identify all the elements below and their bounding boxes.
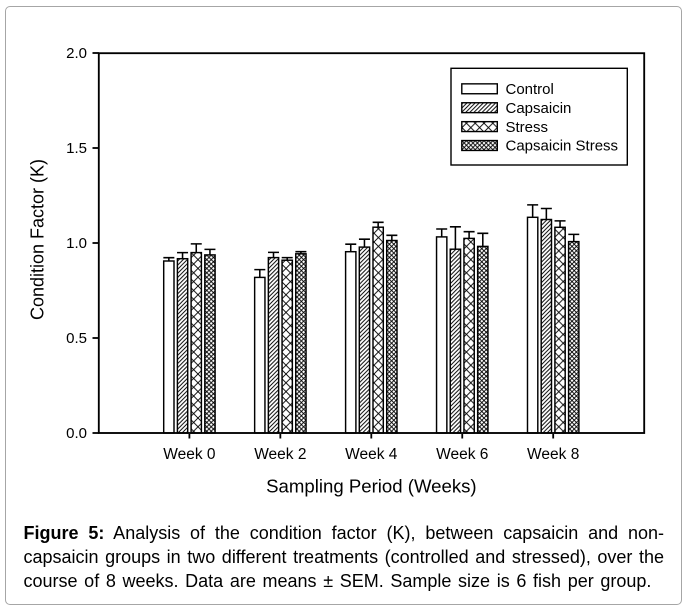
svg-text:1.0: 1.0 — [66, 235, 87, 252]
svg-text:Week 6: Week 6 — [436, 446, 488, 463]
svg-text:Condition Factor (K): Condition Factor (K) — [28, 159, 48, 320]
svg-text:Stress: Stress — [506, 119, 549, 136]
svg-text:Week 0: Week 0 — [163, 446, 216, 463]
svg-text:Sampling Period (Weeks): Sampling Period (Weeks) — [266, 475, 476, 496]
svg-text:0.0: 0.0 — [66, 425, 87, 442]
svg-text:2.0: 2.0 — [66, 45, 87, 62]
svg-text:Capsaicin Stress: Capsaicin Stress — [506, 138, 619, 155]
svg-text:1.5: 1.5 — [66, 140, 87, 157]
svg-text:Week 8: Week 8 — [527, 446, 579, 463]
svg-text:Week 2: Week 2 — [254, 446, 306, 463]
svg-text:Capsaicin: Capsaicin — [506, 100, 572, 117]
svg-text:Control: Control — [506, 81, 554, 98]
svg-text:0.5: 0.5 — [66, 330, 87, 347]
svg-text:Week 4: Week 4 — [345, 446, 398, 463]
